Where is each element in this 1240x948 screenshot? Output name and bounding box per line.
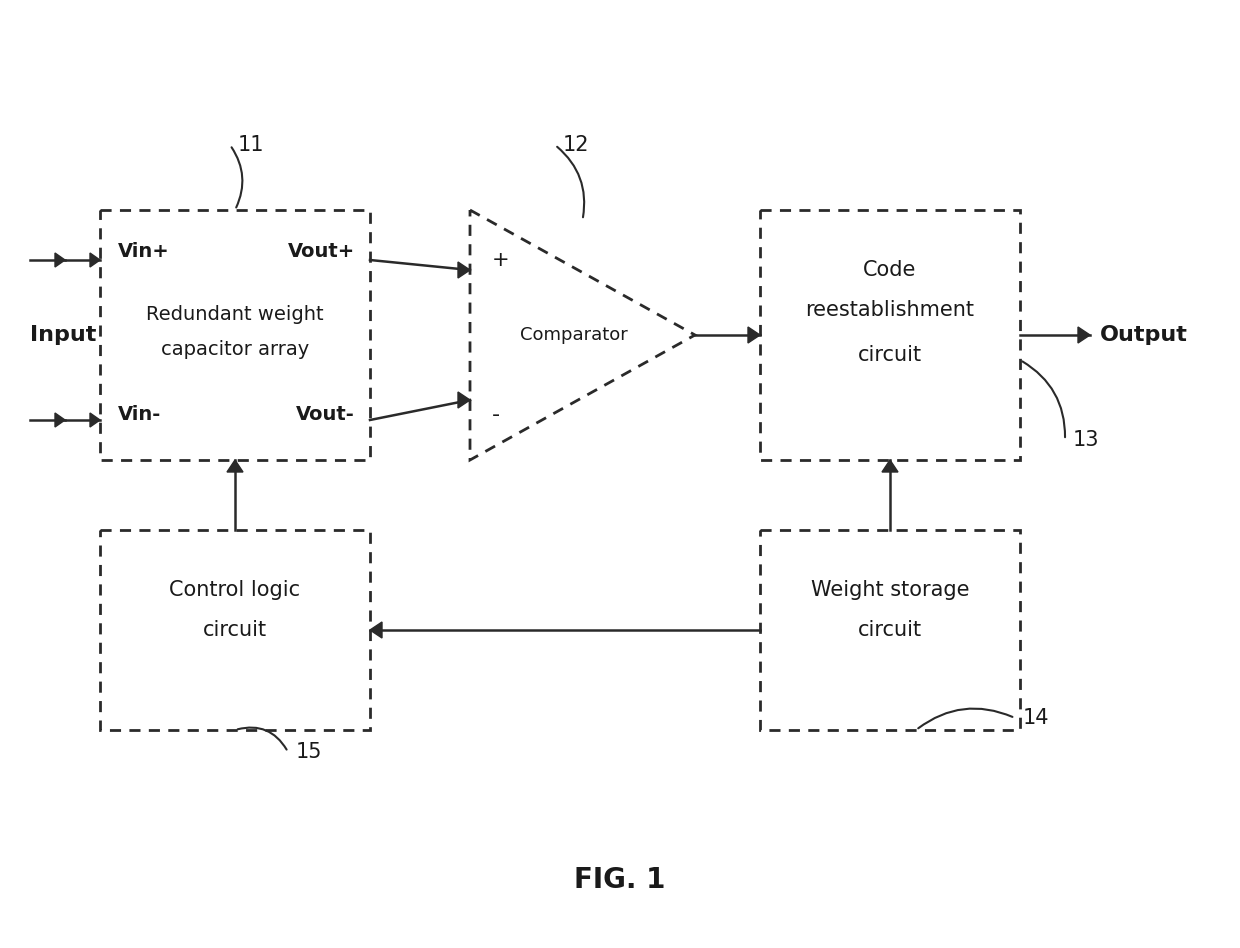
Text: Vout-: Vout- <box>296 405 355 424</box>
Text: circuit: circuit <box>858 345 923 365</box>
Polygon shape <box>458 392 470 408</box>
Bar <box>100 530 370 730</box>
Text: 13: 13 <box>1073 430 1100 450</box>
Bar <box>760 210 1021 460</box>
Polygon shape <box>55 253 64 267</box>
Text: 14: 14 <box>1023 708 1049 728</box>
Polygon shape <box>1078 327 1090 343</box>
Polygon shape <box>370 622 382 638</box>
Text: Code: Code <box>863 260 916 280</box>
Text: Control logic: Control logic <box>170 580 300 600</box>
Text: -: - <box>492 405 500 425</box>
Text: Vin+: Vin+ <box>118 242 170 261</box>
Text: circuit: circuit <box>203 620 267 640</box>
Polygon shape <box>458 262 470 278</box>
Text: +: + <box>492 250 510 270</box>
Polygon shape <box>227 460 243 472</box>
Text: capacitor array: capacitor array <box>161 340 309 359</box>
Text: 12: 12 <box>563 135 589 155</box>
Text: Redundant weight: Redundant weight <box>146 305 324 324</box>
Polygon shape <box>55 413 64 427</box>
Bar <box>100 210 370 460</box>
Text: FIG. 1: FIG. 1 <box>574 866 666 894</box>
Text: Input: Input <box>30 325 97 345</box>
Text: Weight storage: Weight storage <box>811 580 970 600</box>
Polygon shape <box>91 253 100 267</box>
Text: circuit: circuit <box>858 620 923 640</box>
Polygon shape <box>882 460 898 472</box>
Text: Output: Output <box>1100 325 1188 345</box>
Text: 15: 15 <box>296 742 322 762</box>
Text: Vout+: Vout+ <box>288 242 355 261</box>
Text: 11: 11 <box>238 135 264 155</box>
Text: Vin-: Vin- <box>118 405 161 424</box>
Text: reestablishment: reestablishment <box>806 300 975 320</box>
Text: Comparator: Comparator <box>520 326 627 344</box>
Bar <box>760 530 1021 730</box>
Polygon shape <box>91 413 100 427</box>
Polygon shape <box>748 327 760 343</box>
